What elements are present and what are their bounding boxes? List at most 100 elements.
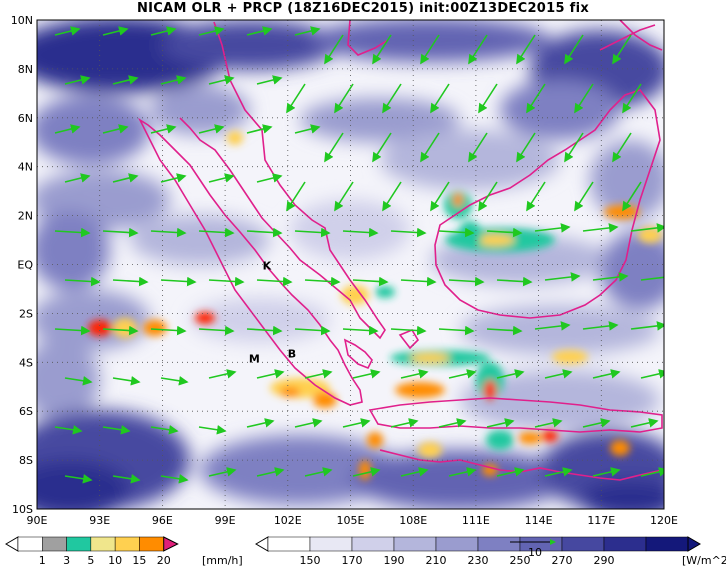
wind-vector xyxy=(256,173,283,183)
wind-vector xyxy=(564,132,584,163)
wind-vector xyxy=(150,227,187,238)
sumatra-coast xyxy=(138,117,363,406)
wind-vector xyxy=(102,325,139,336)
lon-label: 99E xyxy=(215,514,236,527)
wind-vector xyxy=(198,425,227,435)
wind-vector xyxy=(544,467,573,477)
wind-vector xyxy=(256,276,293,287)
wind-vector xyxy=(160,474,189,484)
wind-vector xyxy=(334,83,354,114)
wind-vector xyxy=(438,418,467,428)
lon-label: 111E xyxy=(462,514,490,527)
wind-vector xyxy=(208,173,235,183)
wind-vector xyxy=(160,173,187,183)
olr-legend-swatch xyxy=(435,536,479,552)
wind-vector xyxy=(612,34,632,65)
wind-vector xyxy=(324,132,344,163)
wind-vector xyxy=(640,369,664,379)
olr-legend-label: 150 xyxy=(300,554,321,567)
wind-vector xyxy=(198,124,225,134)
wind-vector xyxy=(294,418,323,428)
map-title: NICAM OLR + PRCP (18Z16DEC2015) init:00Z… xyxy=(136,1,590,16)
lat-label: 6S xyxy=(19,405,33,418)
olr-cloud-field xyxy=(37,20,664,509)
wind-vector xyxy=(486,325,523,336)
olr-legend-swatch xyxy=(351,536,395,552)
wind-vector xyxy=(352,467,381,477)
olr-legend-swatch xyxy=(267,536,311,552)
wind-vector xyxy=(54,325,91,336)
wind-vector xyxy=(102,227,139,238)
bangka-coast xyxy=(343,338,373,370)
wind-vector xyxy=(630,321,664,331)
wind-vector xyxy=(592,369,621,379)
wind-vector xyxy=(286,83,306,114)
olr-legend-high-arrow xyxy=(687,536,701,552)
wind-vector xyxy=(640,467,664,477)
wind-vector xyxy=(294,26,321,36)
wind-vector xyxy=(382,83,402,114)
wind-vector xyxy=(448,369,477,379)
vector-reference-label: 10 xyxy=(528,546,542,559)
wind-vector xyxy=(582,418,611,428)
latitude-labels: 10N 8N 6N 4N 2N EQ 2S 4S 6S 8S 10S xyxy=(11,14,34,516)
wind-vector xyxy=(246,124,273,134)
precip-legend-label: 5 xyxy=(87,554,94,567)
olr-legend-label: 270 xyxy=(552,554,573,567)
lon-label: 90E xyxy=(27,514,48,527)
wind-vector xyxy=(582,321,619,331)
precip-legend-label: 3 xyxy=(63,554,70,567)
wind-vector xyxy=(516,132,536,163)
wind-vector xyxy=(160,75,187,85)
wind-vector xyxy=(294,124,321,134)
wind-vector xyxy=(324,34,344,65)
precip-legend: 1 3 5 10 15 20 [mm/h] xyxy=(5,536,243,567)
lat-label: 8N xyxy=(18,63,33,76)
wind-vector xyxy=(526,181,546,212)
wind-vector xyxy=(256,467,285,477)
place-labels: K M B xyxy=(249,259,296,365)
precip-legend-low-arrow xyxy=(5,536,19,552)
wind-vector xyxy=(534,418,563,428)
olr-legend-label: 190 xyxy=(384,554,405,567)
wind-vector xyxy=(256,369,285,379)
wind-vector xyxy=(430,83,450,114)
wind-vector xyxy=(198,227,235,238)
wind-vector xyxy=(478,181,498,212)
wind-vector xyxy=(564,34,584,65)
wind-vector xyxy=(526,83,546,114)
wind-vector xyxy=(382,181,402,212)
wind-vector xyxy=(342,418,371,428)
wind-vector xyxy=(612,132,632,163)
wind-vector xyxy=(342,227,379,238)
wind-vector xyxy=(496,467,525,477)
wind-vector xyxy=(534,223,571,233)
olr-legend-swatch xyxy=(561,536,605,552)
precip-legend-unit: [mm/h] xyxy=(202,554,243,567)
wind-vector xyxy=(102,124,129,134)
map-frame xyxy=(36,19,665,510)
wind-vector xyxy=(400,276,437,287)
lon-label: 96E xyxy=(152,514,173,527)
wind-vector xyxy=(294,227,331,238)
lat-label: EQ xyxy=(17,259,33,272)
precip-legend-swatch xyxy=(42,536,67,552)
olr-legend-swatch xyxy=(477,536,521,552)
vector-reference: 10 xyxy=(510,539,556,559)
wind-vector xyxy=(304,276,341,287)
wind-vector xyxy=(102,425,131,435)
wind-vector xyxy=(160,276,197,287)
lat-label: 2S xyxy=(19,307,33,320)
wind-vector xyxy=(640,276,664,281)
place-label: M xyxy=(249,352,260,365)
wind-vector xyxy=(448,276,485,287)
olr-legend-label: 170 xyxy=(342,554,363,567)
wind-vector xyxy=(592,272,629,282)
wind-vector xyxy=(592,467,621,477)
peninsula-north-coast xyxy=(347,20,389,56)
wind-vector xyxy=(112,173,139,183)
olr-legend-label: 290 xyxy=(594,554,615,567)
lat-label: 4S xyxy=(19,356,33,369)
wind-vector xyxy=(208,75,235,85)
olr-legend-low-arrow xyxy=(255,536,269,552)
